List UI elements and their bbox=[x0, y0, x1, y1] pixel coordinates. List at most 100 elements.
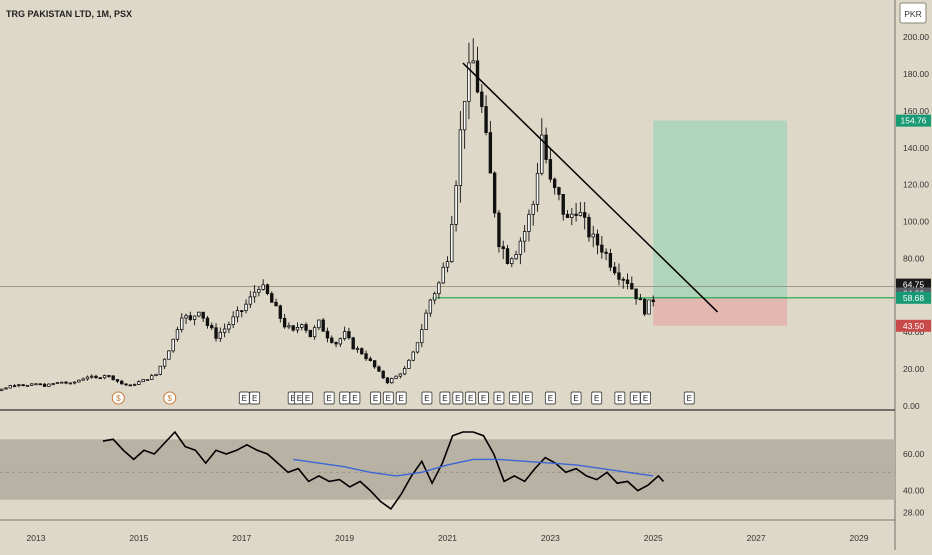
candle-body bbox=[638, 298, 643, 301]
candle-body bbox=[334, 342, 338, 345]
candle-body bbox=[557, 187, 561, 195]
candle-body bbox=[34, 383, 38, 386]
candle-body bbox=[287, 325, 291, 328]
rsi-pane[interactable] bbox=[0, 430, 895, 511]
earnings-icon bbox=[302, 391, 314, 405]
time-tick-label: 2013 bbox=[27, 533, 46, 543]
candle-body bbox=[484, 106, 488, 134]
price-tick-label: 160.00 bbox=[903, 106, 929, 116]
candle-body bbox=[132, 384, 137, 386]
candle-body bbox=[291, 325, 295, 331]
candle-body bbox=[347, 331, 351, 339]
candle-body bbox=[617, 272, 621, 280]
earnings-icon bbox=[591, 391, 603, 405]
candle-body bbox=[505, 248, 510, 264]
candle-body bbox=[102, 375, 107, 379]
stop-zone bbox=[653, 297, 787, 326]
candle-body bbox=[162, 358, 167, 367]
time-tick-label: 2015 bbox=[129, 533, 148, 543]
currency-label: PKR bbox=[904, 9, 921, 19]
candle-body bbox=[338, 338, 343, 345]
candle-body bbox=[621, 278, 625, 281]
candle-body bbox=[261, 284, 265, 290]
candle-body bbox=[535, 172, 540, 205]
earnings-label: E bbox=[455, 394, 460, 403]
earnings-icon bbox=[570, 391, 582, 405]
candle-body bbox=[47, 383, 51, 387]
earnings-icon bbox=[465, 391, 477, 405]
candle-body bbox=[17, 384, 21, 387]
candle-body bbox=[591, 233, 595, 238]
candle-body bbox=[201, 311, 205, 319]
earnings-icon bbox=[382, 391, 394, 405]
candle-body bbox=[634, 288, 638, 300]
candle-body bbox=[488, 132, 493, 174]
price-tick-label: 200.00 bbox=[903, 32, 929, 42]
candle-body bbox=[514, 253, 518, 260]
candle-body bbox=[244, 303, 248, 312]
rsi-tick-label: 28.00 bbox=[903, 508, 925, 518]
earnings-label: E bbox=[291, 394, 296, 403]
candle-body bbox=[437, 282, 441, 295]
earnings-label: E bbox=[386, 394, 391, 403]
price-tick-label: 0.00 bbox=[903, 401, 920, 411]
candle-body bbox=[85, 376, 90, 380]
candle-body bbox=[325, 330, 330, 339]
candle-body bbox=[527, 213, 531, 232]
dividend-icon bbox=[111, 391, 125, 405]
time-tick-label: 2021 bbox=[438, 533, 457, 543]
candle-body bbox=[394, 375, 398, 380]
dividend-label: $ bbox=[168, 394, 173, 403]
earnings-label: E bbox=[548, 394, 553, 403]
candle-body bbox=[342, 331, 347, 340]
trendline bbox=[462, 62, 719, 313]
candle-body bbox=[565, 213, 570, 218]
candle-body bbox=[522, 231, 527, 242]
time-tick-label: 2025 bbox=[644, 533, 663, 543]
candle-body bbox=[282, 317, 287, 328]
candle-body bbox=[355, 348, 360, 351]
earnings-label: E bbox=[399, 394, 404, 403]
candle-body bbox=[64, 381, 68, 384]
earnings-label: E bbox=[252, 394, 257, 403]
earnings-icon bbox=[323, 391, 335, 405]
candle-body bbox=[467, 62, 471, 102]
earnings-icon bbox=[544, 391, 556, 405]
candle-body bbox=[608, 253, 613, 268]
candle-body bbox=[548, 159, 553, 180]
earnings-icon bbox=[683, 391, 695, 405]
candle-body bbox=[458, 129, 463, 186]
time-tick-label: 2023 bbox=[541, 533, 560, 543]
earnings-icon bbox=[614, 391, 626, 405]
earnings-icon bbox=[249, 391, 261, 405]
candle-body bbox=[480, 91, 484, 107]
candle-body bbox=[578, 212, 583, 216]
candle-body bbox=[128, 384, 132, 387]
candle-body bbox=[420, 329, 424, 344]
candle-body bbox=[107, 375, 111, 377]
earnings-icon bbox=[493, 391, 505, 405]
candle-body bbox=[424, 312, 428, 331]
currency-badge[interactable]: PKR bbox=[899, 2, 927, 24]
candle-body bbox=[257, 289, 261, 293]
candle-body bbox=[582, 212, 587, 218]
candle-body bbox=[184, 315, 188, 319]
candle-body bbox=[604, 251, 608, 254]
price-pane[interactable] bbox=[0, 38, 895, 394]
candle-body bbox=[364, 353, 368, 360]
candle-body bbox=[30, 383, 34, 386]
candle-body bbox=[175, 329, 180, 340]
candle-body bbox=[518, 240, 523, 255]
candle-body bbox=[368, 358, 373, 361]
candle-body bbox=[300, 324, 304, 328]
earnings-label: E bbox=[242, 394, 247, 403]
target-zone bbox=[653, 120, 787, 298]
candle-body bbox=[12, 385, 17, 388]
candle-body bbox=[265, 284, 270, 295]
candle-body bbox=[587, 216, 591, 238]
candle-body bbox=[218, 331, 223, 339]
candle-body bbox=[51, 383, 55, 386]
earnings-icon bbox=[640, 391, 651, 405]
candle-body bbox=[210, 325, 214, 329]
